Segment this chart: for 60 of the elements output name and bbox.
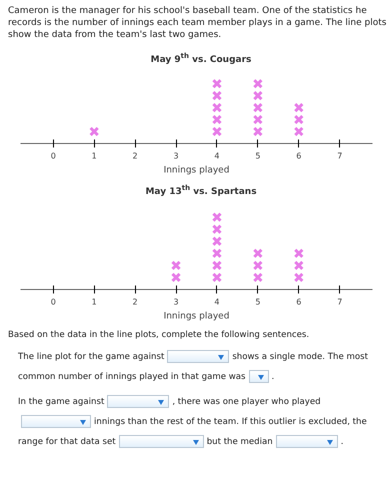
point [252,260,263,270]
x-tick-label: 0 [50,298,56,306]
point [89,126,100,137]
point [212,248,222,258]
point [212,260,222,270]
point [171,272,182,282]
point [212,236,222,246]
point [212,272,222,282]
point [252,126,263,137]
chart-title: May 13$^{th}$ vs. Spartans [145,183,257,199]
point [171,260,182,270]
text: Cameron is the manager for his school's baseball team. One of the statistics he records is the number of innings each team member plays in a game. The line plots show the data from the team's last two games. [8,5,388,41]
text: . [340,437,344,447]
text: In the game against [18,397,104,407]
x-tick-label: 1 [92,152,97,160]
text: Based on the data in the line plots, complete the following sentences. [8,329,310,342]
x-tick-label: 2 [132,152,138,160]
x-tick-label: 7 [337,152,342,160]
x-tick-label: 0 [50,152,56,160]
point [294,114,304,125]
x-tick-label: 3 [173,152,179,160]
point [252,248,263,258]
x-tick-label: 6 [296,152,302,160]
x-tick-label: 5 [255,298,260,306]
x-axis-title: Innings played [164,166,230,176]
point [212,102,222,113]
x-tick-label: 7 [337,298,342,306]
text: common number of innings played in that game was [18,372,246,382]
text: but the median [206,437,273,447]
x-tick-label: 4 [214,152,220,160]
x-tick-label: 3 [173,298,179,306]
point [294,126,304,137]
point [294,248,304,258]
point [252,272,263,282]
text: shows a single mode. The most [232,352,368,362]
x-tick-label: 6 [296,298,302,306]
x-tick-label: 5 [255,152,260,160]
chart-title: May 9$^{th}$ vs. Cougars [150,51,252,67]
point [212,78,222,89]
point [252,102,263,113]
text: range for that data set [18,437,116,447]
x-axis-title: Innings played [164,312,230,322]
text: . [272,372,274,382]
point [212,114,222,125]
point [212,212,222,222]
text: , there was one player who played [172,397,321,407]
point [252,78,263,89]
point [212,90,222,101]
point [212,224,222,234]
x-tick-label: 1 [92,298,97,306]
text: innings than the rest of the team. If this outlier is excluded, the [94,417,367,427]
point [294,260,304,270]
point [294,102,304,113]
text: The line plot for the game against [18,352,164,362]
point [252,114,263,125]
point [212,126,222,137]
point [294,272,304,282]
point [252,90,263,101]
x-tick-label: 4 [214,298,220,306]
x-tick-label: 2 [132,298,138,306]
